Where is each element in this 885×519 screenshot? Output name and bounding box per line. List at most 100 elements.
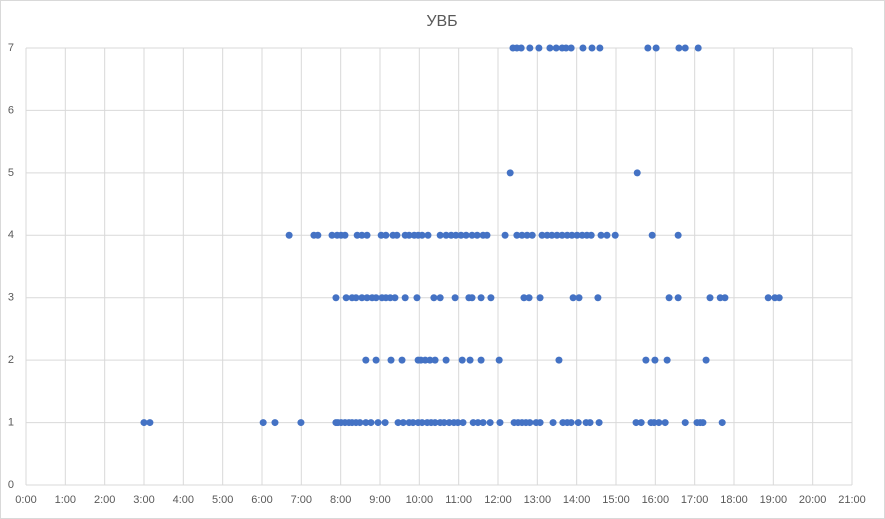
point bbox=[496, 419, 504, 427]
point bbox=[633, 169, 641, 177]
point bbox=[431, 356, 439, 364]
x-tick-label: 16:00 bbox=[642, 494, 670, 506]
point bbox=[367, 419, 375, 427]
point bbox=[586, 419, 594, 427]
point bbox=[574, 419, 582, 427]
point bbox=[699, 419, 707, 427]
point bbox=[483, 231, 491, 239]
point bbox=[702, 356, 710, 364]
point bbox=[575, 294, 583, 302]
point bbox=[358, 231, 366, 239]
point bbox=[546, 44, 554, 52]
point bbox=[579, 44, 587, 52]
x-tick-label: 7:00 bbox=[291, 494, 312, 506]
x-tick-label: 3:00 bbox=[133, 494, 154, 506]
point bbox=[587, 231, 595, 239]
y-tick-label: 7 bbox=[8, 42, 14, 54]
y-tick-label: 2 bbox=[8, 354, 14, 366]
point bbox=[259, 419, 267, 427]
point bbox=[466, 356, 474, 364]
point bbox=[596, 44, 604, 52]
x-tick-label: 5:00 bbox=[212, 494, 233, 506]
point bbox=[553, 231, 561, 239]
point bbox=[567, 419, 575, 427]
point bbox=[569, 294, 577, 302]
point bbox=[536, 419, 544, 427]
point bbox=[394, 419, 402, 427]
point bbox=[146, 419, 154, 427]
point bbox=[595, 419, 603, 427]
point bbox=[399, 419, 407, 427]
point bbox=[536, 294, 544, 302]
point bbox=[477, 356, 485, 364]
point bbox=[549, 419, 557, 427]
x-tick-label: 12:00 bbox=[484, 494, 512, 506]
point bbox=[477, 294, 485, 302]
point bbox=[468, 231, 476, 239]
x-tick-label: 17:00 bbox=[681, 494, 709, 506]
point bbox=[479, 419, 487, 427]
point bbox=[457, 231, 465, 239]
point bbox=[140, 419, 148, 427]
point bbox=[706, 294, 714, 302]
point bbox=[452, 231, 460, 239]
y-tick-label: 1 bbox=[8, 416, 14, 428]
point bbox=[526, 44, 534, 52]
y-tick-label: 6 bbox=[8, 104, 14, 116]
x-tick-label: 8:00 bbox=[330, 494, 351, 506]
chart-title: УВБ bbox=[426, 13, 457, 30]
y-tick-label: 4 bbox=[8, 229, 14, 241]
x-tick-label: 19:00 bbox=[760, 494, 788, 506]
point bbox=[356, 419, 364, 427]
point bbox=[426, 356, 434, 364]
point bbox=[567, 44, 575, 52]
point bbox=[506, 169, 514, 177]
point bbox=[525, 294, 533, 302]
point bbox=[473, 231, 481, 239]
point bbox=[764, 294, 772, 302]
point bbox=[398, 356, 406, 364]
point bbox=[528, 231, 536, 239]
point bbox=[573, 231, 581, 239]
point bbox=[681, 419, 689, 427]
point bbox=[387, 356, 395, 364]
point bbox=[558, 231, 566, 239]
point bbox=[430, 294, 438, 302]
point bbox=[651, 356, 659, 364]
x-tick-label: 14:00 bbox=[563, 494, 591, 506]
point bbox=[462, 231, 470, 239]
point bbox=[655, 419, 663, 427]
point bbox=[405, 231, 413, 239]
point bbox=[342, 294, 350, 302]
point bbox=[341, 231, 349, 239]
point bbox=[468, 294, 476, 302]
point bbox=[644, 44, 652, 52]
point bbox=[314, 231, 322, 239]
x-tick-label: 20:00 bbox=[799, 494, 827, 506]
point bbox=[401, 294, 409, 302]
point bbox=[594, 294, 602, 302]
point bbox=[555, 356, 563, 364]
point bbox=[424, 231, 432, 239]
point bbox=[520, 294, 528, 302]
point bbox=[562, 44, 570, 52]
point bbox=[436, 294, 444, 302]
point bbox=[663, 356, 671, 364]
point bbox=[718, 419, 726, 427]
point bbox=[393, 231, 401, 239]
point bbox=[775, 294, 783, 302]
x-tick-label: 4:00 bbox=[173, 494, 194, 506]
point bbox=[642, 356, 650, 364]
point bbox=[552, 44, 560, 52]
point bbox=[328, 231, 336, 239]
point bbox=[458, 356, 466, 364]
point bbox=[459, 419, 467, 427]
x-tick-label: 15:00 bbox=[602, 494, 630, 506]
point bbox=[332, 294, 340, 302]
point bbox=[362, 419, 370, 427]
point bbox=[362, 356, 370, 364]
point bbox=[675, 44, 683, 52]
point bbox=[431, 419, 439, 427]
